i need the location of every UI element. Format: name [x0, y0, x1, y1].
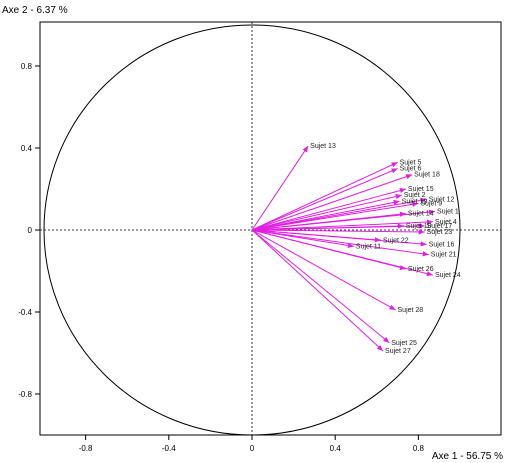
arrow-head: [420, 241, 427, 247]
arrow-head: [422, 251, 429, 257]
variable-arrows: [251, 145, 436, 352]
arrow-head: [391, 162, 398, 168]
arrow-head: [391, 168, 398, 174]
point-label: Sujet 1: [437, 209, 459, 216]
arrow-head: [302, 145, 309, 153]
arrow-head: [426, 271, 433, 277]
point-label: Sujet 5: [400, 159, 422, 166]
y-axis-ticks: 0.8 0.4 0 -0.4 -0.8: [18, 62, 40, 399]
point-label: Sujet 18: [414, 172, 440, 179]
point-label: Sujet 14: [408, 211, 434, 218]
arrow-head: [382, 336, 390, 343]
arrow-head: [412, 201, 419, 207]
arrow-head: [399, 188, 406, 194]
arrow-line: [251, 202, 419, 231]
y-tick-label: 0.4: [21, 144, 33, 153]
point-label: Sujet 26: [408, 266, 434, 273]
arrow-line: [251, 225, 404, 231]
arrow-head: [347, 242, 354, 249]
point-label: Sujet 24: [435, 272, 461, 279]
arrow-head: [393, 199, 400, 205]
x-tick-label: 0: [250, 444, 255, 453]
arrow-head: [374, 237, 381, 243]
arrow-head: [418, 229, 425, 235]
point-label: Sujet 2: [404, 192, 426, 199]
arrow-line: [251, 168, 398, 231]
x-tick-label: -0.8: [79, 444, 93, 453]
point-label: Sujet 19: [402, 198, 428, 205]
point-label: Sujet 15: [408, 186, 434, 193]
arrow-line: [251, 229, 381, 241]
point-label: Sujet 10: [406, 223, 432, 230]
point-label: Sujet 6: [400, 166, 422, 173]
arrow-head: [397, 223, 404, 229]
arrow-line: [251, 229, 396, 311]
y-tick-label: -0.4: [18, 308, 32, 317]
arrow-head: [376, 344, 384, 351]
x-axis-title: Axe 1 - 56.75 %: [432, 451, 503, 462]
point-label: Sujet 28: [398, 307, 424, 314]
y-tick-label: 0.8: [21, 62, 33, 71]
arrow-head: [399, 211, 406, 217]
arrow-line: [251, 221, 433, 231]
point-label: Sujet 21: [431, 252, 457, 259]
x-tick-label: 0.8: [413, 444, 425, 453]
arrow-line: [251, 229, 384, 352]
arrow-line: [251, 188, 407, 231]
point-label: Sujet 11: [356, 243, 381, 250]
arrow-head: [418, 223, 425, 229]
arrow-head: [389, 304, 396, 310]
arrow-line: [251, 229, 429, 256]
arrow-line: [251, 229, 425, 233]
point-label: Sujet 12: [429, 196, 455, 203]
arrow-line: [251, 174, 413, 231]
arrow-head: [428, 209, 436, 215]
arrow-line: [251, 229, 390, 344]
point-label: Sujet 22: [383, 237, 409, 244]
arrow-head: [426, 219, 433, 225]
point-label: Sujet 13: [310, 143, 336, 150]
point-label: Sujet 4: [435, 219, 457, 226]
x-tick-label: 0.4: [330, 444, 342, 453]
x-tick-label: -0.4: [162, 444, 176, 453]
point-label: Sujet 23: [427, 229, 453, 236]
y-tick-label: -0.8: [18, 390, 32, 399]
y-tick-label: 0: [28, 226, 33, 235]
point-label: Sujet 25: [391, 340, 417, 347]
arrow-line: [251, 194, 402, 231]
y-axis-title: Axe 2 - 6.37 %: [2, 5, 68, 16]
point-label: Sujet 17: [427, 223, 453, 230]
x-axis-ticks: -0.8 -0.4 0 0.4 0.8: [79, 435, 425, 453]
point-label: Sujet 9: [420, 200, 442, 207]
arrow-line: [251, 200, 400, 231]
arrow-head: [395, 193, 402, 200]
arrow-line: [251, 213, 406, 231]
point-label: Sujet 16: [429, 241, 455, 248]
arrow-head: [405, 174, 413, 180]
arrow-line: [251, 229, 434, 276]
point-label: Sujet 27: [385, 348, 411, 355]
arrow-head: [420, 197, 427, 203]
arrow-line: [251, 145, 309, 231]
arrow-line: [251, 161, 398, 231]
